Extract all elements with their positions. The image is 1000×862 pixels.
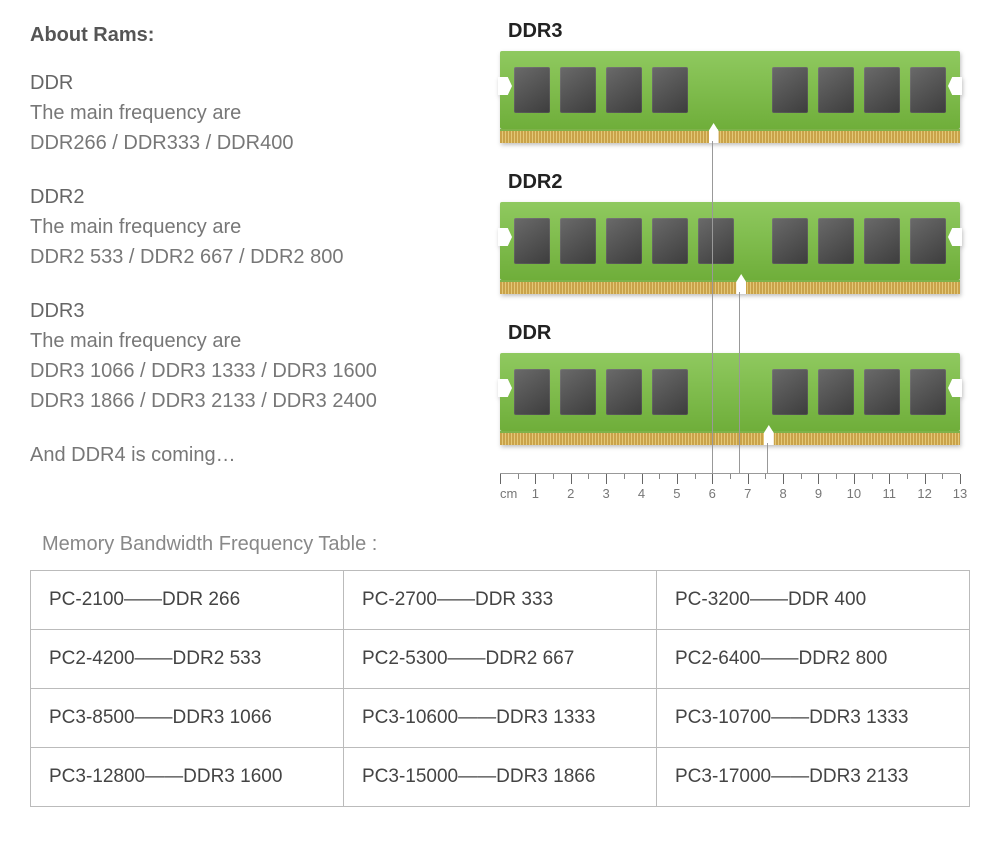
ram-chip bbox=[652, 218, 688, 264]
ram-chip bbox=[864, 369, 900, 415]
ram-chip bbox=[652, 369, 688, 415]
ram-diagram: DDR3DDR2DDR cm 12345678910111213 bbox=[500, 20, 970, 507]
ram-chip bbox=[606, 369, 642, 415]
ram-chip bbox=[910, 67, 946, 113]
ruler-tick-label: 12 bbox=[917, 486, 931, 501]
ram-chip bbox=[818, 218, 854, 264]
table-cell: PC-2700——DDR 333 bbox=[344, 571, 657, 630]
ruler-tick-label: 1 bbox=[532, 486, 539, 501]
ram-chip bbox=[606, 67, 642, 113]
about-block: DDR3The main frequency areDDR3 1066 / DD… bbox=[30, 296, 500, 416]
about-heading: About Rams: bbox=[30, 20, 500, 50]
ruler-tick-label: 11 bbox=[882, 486, 896, 501]
notch-guide-line bbox=[739, 292, 740, 473]
ram-chip bbox=[910, 218, 946, 264]
table-cell: PC2-6400——DDR2 800 bbox=[657, 630, 970, 689]
ruler-tick-label: 2 bbox=[567, 486, 574, 501]
table-cell: PC-2100——DDR 266 bbox=[31, 571, 344, 630]
ruler-tick-label: 13 bbox=[953, 486, 967, 501]
table-row: PC-2100——DDR 266PC-2700——DDR 333PC-3200—… bbox=[31, 571, 970, 630]
ram-chip bbox=[560, 67, 596, 113]
notch-guide-line bbox=[712, 141, 713, 473]
notch-guide-line bbox=[767, 443, 768, 473]
table-row: PC2-4200——DDR2 533PC2-5300——DDR2 667PC2-… bbox=[31, 630, 970, 689]
table-row: PC3-8500——DDR3 1066PC3-10600——DDR3 1333P… bbox=[31, 689, 970, 748]
table-cell: PC-3200——DDR 400 bbox=[657, 571, 970, 630]
ram-chip bbox=[864, 218, 900, 264]
table-cell: PC2-5300——DDR2 667 bbox=[344, 630, 657, 689]
bandwidth-table: PC-2100——DDR 266PC-2700——DDR 333PC-3200—… bbox=[30, 570, 970, 807]
table-row: PC3-12800——DDR3 1600PC3-15000——DDR3 1866… bbox=[31, 748, 970, 807]
ram-chip bbox=[772, 67, 808, 113]
ruler-tick-label: 9 bbox=[815, 486, 822, 501]
ruler: cm 12345678910111213 bbox=[500, 473, 960, 507]
ram-chip bbox=[698, 218, 734, 264]
ram-chip bbox=[818, 67, 854, 113]
table-cell: PC3-12800——DDR3 1600 bbox=[31, 748, 344, 807]
ram-chip bbox=[606, 218, 642, 264]
table-cell: PC3-10600——DDR3 1333 bbox=[344, 689, 657, 748]
ruler-tick-label: 8 bbox=[779, 486, 786, 501]
ram-chip bbox=[560, 369, 596, 415]
ruler-tick-label: 3 bbox=[603, 486, 610, 501]
ram-chip bbox=[560, 218, 596, 264]
table-cell: PC3-10700——DDR3 1333 bbox=[657, 689, 970, 748]
ruler-tick-label: 6 bbox=[709, 486, 716, 501]
table-cell: PC3-17000——DDR3 2133 bbox=[657, 748, 970, 807]
about-block: DDRThe main frequency areDDR266 / DDR333… bbox=[30, 68, 500, 158]
table-cell: PC3-8500——DDR3 1066 bbox=[31, 689, 344, 748]
ram-chip bbox=[652, 67, 688, 113]
ruler-unit: cm bbox=[500, 486, 517, 501]
ram-chip bbox=[514, 218, 550, 264]
ram-chip bbox=[772, 218, 808, 264]
ram-stick bbox=[500, 47, 960, 143]
about-block: DDR2The main frequency areDDR2 533 / DDR… bbox=[30, 182, 500, 272]
table-cell: PC3-15000——DDR3 1866 bbox=[344, 748, 657, 807]
ruler-tick-label: 5 bbox=[673, 486, 680, 501]
ram-chip bbox=[514, 369, 550, 415]
ram-chip bbox=[864, 67, 900, 113]
ram-label: DDR2 bbox=[508, 171, 970, 194]
ram-stick bbox=[500, 349, 960, 445]
ram-chip bbox=[514, 67, 550, 113]
table-title: Memory Bandwidth Frequency Table : bbox=[42, 533, 970, 556]
ram-chip bbox=[910, 369, 946, 415]
ram-label: DDR3 bbox=[508, 20, 970, 43]
about-text: About Rams: DDRThe main frequency areDDR… bbox=[30, 20, 500, 507]
ruler-tick-label: 4 bbox=[638, 486, 645, 501]
ram-chip bbox=[818, 369, 854, 415]
table-cell: PC2-4200——DDR2 533 bbox=[31, 630, 344, 689]
ram-stick bbox=[500, 198, 960, 294]
ruler-tick-label: 7 bbox=[744, 486, 751, 501]
ruler-tick-label: 10 bbox=[847, 486, 861, 501]
ram-chip bbox=[772, 369, 808, 415]
about-footer: And DDR4 is coming… bbox=[30, 440, 500, 470]
